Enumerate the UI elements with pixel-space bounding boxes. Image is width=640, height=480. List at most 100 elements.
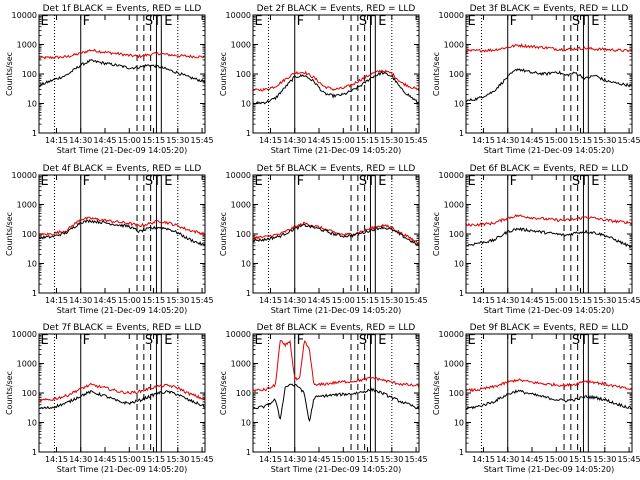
x-tick-label: 15:30: [166, 296, 189, 305]
y-axis-label: Counts/sec: [5, 212, 14, 256]
y-tick-label: 1000: [444, 41, 464, 50]
x-tick-label: 15:15: [569, 455, 592, 464]
marker-letter: S: [359, 14, 367, 29]
y-tick-label: 10: [27, 100, 37, 109]
y-tick-label: 10000: [12, 171, 37, 180]
x-tick-label: 14:45: [520, 296, 543, 305]
x-tick-label: 15:00: [332, 296, 355, 305]
x-tick-label: 15:30: [593, 455, 616, 464]
y-axis-label: Counts/sec: [5, 371, 14, 415]
x-tick-label: 14:15: [45, 455, 68, 464]
y-axis-label: Counts/sec: [5, 52, 14, 96]
marker-letter: S: [145, 174, 153, 189]
events-series-line: [465, 68, 633, 103]
y-tick-label: 100: [22, 70, 37, 79]
x-tick-label: 14:30: [69, 455, 92, 464]
panel-title: Det 4f BLACK = Events, RED = LLD: [43, 164, 202, 174]
y-tick-label: 1: [32, 448, 37, 457]
lld-series-line: [38, 48, 206, 60]
y-axis-label: Counts/sec: [219, 52, 228, 96]
y-tick-label: 10: [454, 419, 464, 428]
x-tick-label: 15:30: [380, 136, 403, 145]
y-tick-label: 10000: [226, 171, 251, 180]
panel-det-6: Det 6f BLACK = Events, RED = LLD 1 10 100 10…: [432, 164, 640, 315]
x-tick-label: 15:15: [569, 136, 592, 145]
plot-frame: [38, 14, 206, 134]
events-series-line: [252, 223, 420, 247]
marker-letter: S: [572, 333, 580, 348]
x-axis-label: Start Time (21-Dec-09 14:05:20): [57, 146, 188, 155]
x-tick-label: 14:45: [93, 296, 116, 305]
x-axis-label: Start Time (21-Dec-09 14:05:20): [484, 306, 615, 315]
y-axis-label: Counts/sec: [219, 371, 228, 415]
panel-det-7: Det 7f BLACK = Events, RED = LLD 1 10 100 10…: [5, 323, 214, 474]
panel-det-5: Det 5f BLACK = Events, RED = LLD 1 10 100 10…: [219, 164, 428, 315]
x-tick-label: 14:15: [472, 296, 495, 305]
x-tick-label: 14:30: [496, 455, 519, 464]
x-tick-label: 15:00: [545, 296, 568, 305]
marker-letter: S: [145, 333, 153, 348]
x-axis-label: Start Time (21-Dec-09 14:05:20): [57, 465, 188, 474]
x-tick-label: 14:30: [69, 296, 92, 305]
y-tick-label: 1: [246, 448, 251, 457]
y-tick-label: 10000: [12, 330, 37, 339]
x-axis-label: Start Time (21-Dec-09 14:05:20): [271, 146, 402, 155]
y-tick-label: 1: [32, 289, 37, 298]
x-axis-label: Start Time (21-Dec-09 14:05:20): [271, 306, 402, 315]
lld-series-line: [465, 43, 633, 53]
x-tick-label: 14:15: [45, 136, 68, 145]
marker-letter: E: [378, 333, 386, 348]
x-tick-label: 14:30: [69, 136, 92, 145]
x-tick-label: 14:15: [45, 296, 68, 305]
x-tick-label: 15:45: [191, 296, 214, 305]
y-axis-label: Counts/sec: [219, 212, 228, 256]
x-tick-label: 15:15: [142, 136, 165, 145]
y-tick-label: 1: [32, 129, 37, 138]
y-axis-label: Counts/sec: [432, 52, 441, 96]
x-tick-label: 15:15: [569, 296, 592, 305]
plot-frame: [465, 14, 633, 134]
events-series-line: [38, 389, 206, 410]
x-tick-label: 14:45: [93, 455, 116, 464]
marker-letter: T: [366, 14, 375, 29]
lld-series-line: [465, 214, 633, 227]
y-tick-label: 10: [454, 100, 464, 109]
y-tick-label: 10000: [226, 11, 251, 20]
x-tick-label: 15:30: [166, 136, 189, 145]
marker-letter: T: [579, 333, 588, 348]
marker-letter: F: [510, 14, 517, 29]
panel-title: Det 8f BLACK = Events, RED = LLD: [257, 323, 416, 333]
x-tick-label: 14:15: [472, 136, 495, 145]
panel-det-9: Det 9f BLACK = Events, RED = LLD 1 10 100 10…: [432, 323, 640, 474]
y-tick-label: 100: [22, 389, 37, 398]
plot-frame: [252, 14, 420, 134]
x-tick-label: 15:15: [356, 296, 379, 305]
y-tick-label: 10: [454, 260, 464, 269]
marker-letter: E: [254, 333, 262, 348]
x-axis-label: Start Time (21-Dec-09 14:05:20): [271, 465, 402, 474]
events-series-line: [465, 389, 633, 410]
x-tick-label: 14:15: [259, 136, 282, 145]
y-tick-label: 100: [236, 389, 251, 398]
y-axis-label: Counts/sec: [432, 371, 441, 415]
marker-letter: F: [83, 333, 90, 348]
panel-det-4: Det 4f BLACK = Events, RED = LLD 1 10 100 10…: [5, 164, 214, 315]
marker-letter: E: [40, 14, 48, 29]
panel-det-8: Det 8f BLACK = Events, RED = LLD 1 10 100 10…: [219, 323, 428, 474]
marker-letter: E: [164, 174, 172, 189]
marker-letter: E: [254, 14, 262, 29]
marker-letter: E: [591, 333, 599, 348]
panel-title: Det 7f BLACK = Events, RED = LLD: [43, 323, 202, 333]
marker-letter: T: [152, 14, 161, 29]
y-tick-label: 1000: [231, 360, 251, 369]
y-tick-label: 1000: [231, 41, 251, 50]
x-tick-label: 15:00: [545, 136, 568, 145]
x-tick-label: 15:00: [545, 455, 568, 464]
x-tick-label: 15:45: [618, 455, 640, 464]
y-tick-label: 1: [459, 448, 464, 457]
plot-frame: [38, 174, 206, 294]
x-axis-label: Start Time (21-Dec-09 14:05:20): [484, 465, 615, 474]
y-tick-label: 10000: [439, 330, 464, 339]
marker-letter: E: [40, 333, 48, 348]
y-tick-label: 1000: [17, 201, 37, 210]
